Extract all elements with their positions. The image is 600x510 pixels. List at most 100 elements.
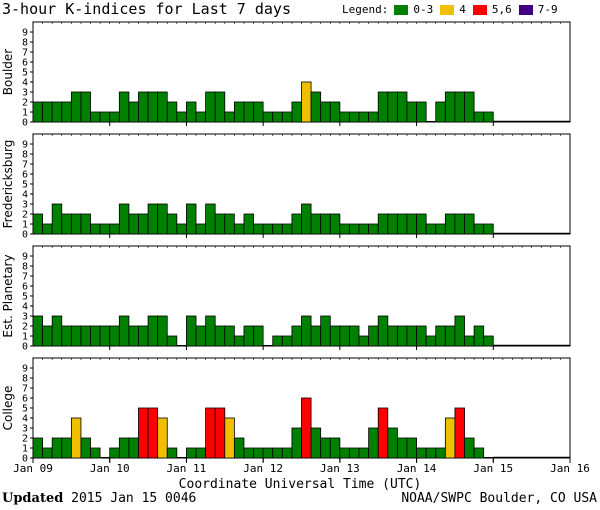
- legend-item-label: 7-9: [537, 3, 558, 16]
- updated-label: Updated: [2, 491, 64, 506]
- y-tick-label: 9: [22, 140, 28, 151]
- legend-item-label: 5,6: [491, 3, 512, 16]
- k-index-bar: [128, 101, 139, 123]
- k-index-bar: [368, 111, 379, 123]
- k-index-bar: [262, 447, 274, 459]
- k-index-bar: [109, 447, 120, 459]
- y-tick-label: 6: [22, 58, 28, 69]
- k-index-bar: [349, 325, 360, 347]
- k-index-bar: [243, 447, 254, 459]
- panel-label: Est. Planetary: [1, 254, 15, 337]
- k-index-bar: [51, 203, 63, 235]
- x-tick-label: Jan 14: [397, 462, 437, 475]
- k-index-bar: [377, 407, 389, 459]
- k-index-bar: [32, 315, 43, 347]
- k-index-bar: [301, 203, 312, 235]
- k-index-bar: [320, 101, 331, 123]
- k-index-bar: [147, 203, 159, 235]
- k-index-bar: [118, 315, 130, 347]
- k-index-bar: [61, 325, 72, 347]
- k-index-bar: [128, 437, 139, 459]
- y-tick-label: 3: [22, 424, 28, 435]
- k-index-bar: [349, 447, 360, 459]
- y-tick-label: 6: [22, 282, 28, 293]
- k-index-bar: [329, 213, 341, 235]
- k-index-bar: [473, 325, 485, 347]
- k-index-bar: [473, 447, 485, 459]
- y-tick-label: 1: [22, 108, 28, 119]
- k-index-bar: [253, 101, 264, 123]
- k-index-bar: [157, 417, 168, 459]
- k-index-bar: [291, 213, 302, 235]
- k-index-bar: [195, 325, 207, 347]
- k-index-bar: [396, 325, 408, 347]
- k-index-bar: [377, 213, 389, 235]
- x-axis-title: Coordinate Universal Time (UTC): [178, 477, 422, 492]
- k-index-bar: [406, 437, 417, 459]
- k-index-bar: [80, 91, 91, 123]
- k-index-bar: [243, 101, 254, 123]
- k-index-bar: [80, 325, 91, 347]
- k-index-bar: [416, 325, 427, 347]
- legend-item-label: 0-3: [413, 3, 434, 16]
- k-index-bar: [42, 223, 53, 235]
- k-index-bar: [90, 223, 101, 235]
- legend-item-7-9: 7-9: [518, 3, 558, 16]
- k-index-bar: [483, 111, 494, 123]
- k-index-bar: [70, 325, 82, 347]
- k-index-bar: [272, 447, 283, 459]
- k-index-bar: [377, 315, 389, 347]
- k-index-bar: [358, 447, 370, 459]
- k-index-bar: [214, 407, 226, 459]
- k-index-bar: [272, 111, 283, 123]
- y-tick-label: 4: [22, 302, 28, 313]
- k-index-bar: [291, 325, 302, 347]
- k-index-bar: [262, 223, 274, 235]
- k-index-bar: [157, 203, 168, 235]
- x-tick-label: Jan 09: [13, 462, 53, 475]
- k-index-bar: [61, 213, 72, 235]
- y-tick-label: 4: [22, 190, 28, 201]
- k-index-bar: [253, 325, 264, 347]
- y-tick-label: 5: [22, 180, 28, 191]
- k-index-bar: [320, 315, 331, 347]
- k-index-bar: [233, 223, 245, 235]
- k-index-bar: [195, 111, 207, 123]
- legend-item-5-6: 5,6: [472, 3, 512, 16]
- k-index-bar: [368, 427, 379, 459]
- k-index-bar: [147, 315, 159, 347]
- k-index-bar: [473, 111, 485, 123]
- k-index-bar: [147, 91, 159, 123]
- k-index-bar: [406, 325, 417, 347]
- k-index-bar: [51, 101, 63, 123]
- k-index-bar: [253, 223, 264, 235]
- k-index-bar: [176, 223, 187, 235]
- updated-timestamp: Updated 2015 Jan 15 0046: [2, 491, 196, 506]
- k-index-bar: [454, 407, 465, 459]
- k-index-bar: [243, 325, 254, 347]
- k-index-bar: [205, 203, 216, 235]
- k-index-bar: [186, 203, 197, 235]
- k-index-bar: [186, 101, 197, 123]
- k-index-bar: [349, 223, 360, 235]
- k-index-bar: [281, 223, 293, 235]
- x-tick-label: Jan 12: [243, 462, 283, 475]
- k-index-bar: [166, 335, 178, 347]
- k-index-bar: [99, 223, 111, 235]
- k-index-bar: [416, 101, 427, 123]
- k-index-bar: [454, 91, 465, 123]
- k-index-bar: [464, 91, 475, 123]
- y-tick-label: 5: [22, 292, 28, 303]
- k-index-bar: [233, 437, 245, 459]
- updated-value: 2015 Jan 15 0046: [71, 491, 197, 506]
- k-index-bar: [329, 101, 341, 123]
- k-index-bar: [70, 213, 82, 235]
- k-index-bar: [51, 315, 63, 347]
- k-index-bar: [301, 81, 312, 123]
- k-index-bar: [118, 437, 130, 459]
- y-tick-label: 0: [22, 230, 28, 241]
- k-index-bar: [61, 101, 72, 123]
- y-tick-label: 5: [22, 404, 28, 415]
- k-index-bar: [138, 91, 149, 123]
- k-index-bar: [444, 325, 456, 347]
